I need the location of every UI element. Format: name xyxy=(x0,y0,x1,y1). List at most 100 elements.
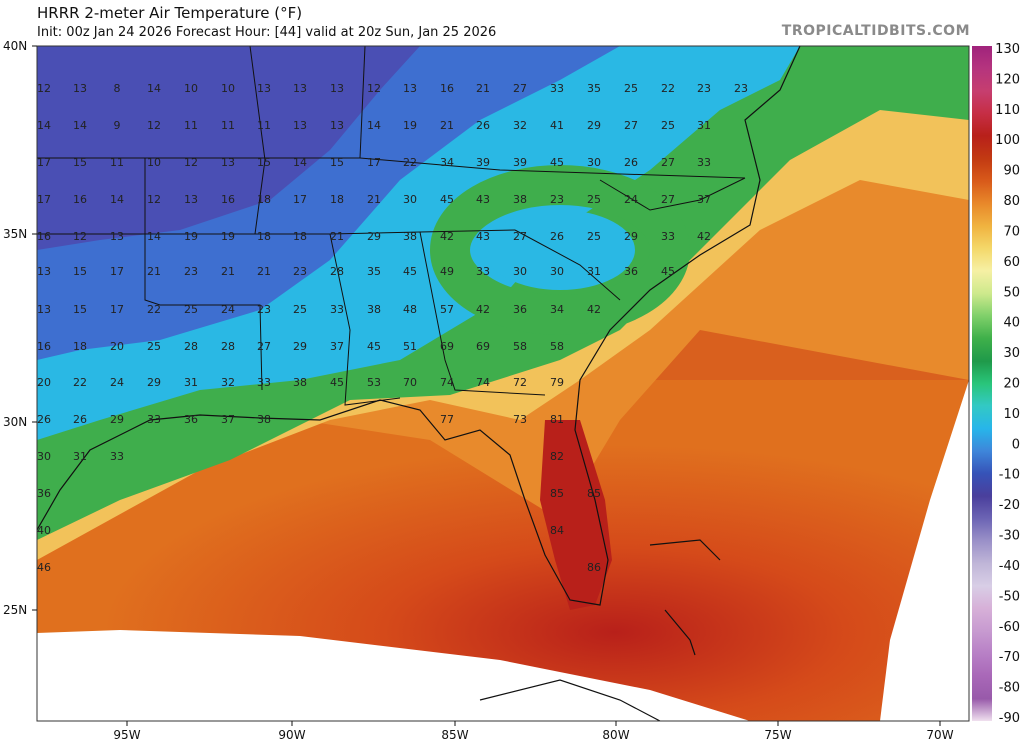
colorbar-tick-label: 110 xyxy=(995,103,1020,118)
station-temperature-label: 81 xyxy=(550,413,564,426)
station-temperature-label: 13 xyxy=(330,82,344,95)
station-temperature-label: 15 xyxy=(73,156,87,169)
station-temperature-label: 13 xyxy=(110,230,124,243)
station-temperature-label: 38 xyxy=(403,230,417,243)
longitude-labels: 95W 90W 85W 80W 75W 70W xyxy=(113,721,954,742)
station-temperature-label: 27 xyxy=(624,119,638,132)
station-temperature-label: 26 xyxy=(550,230,564,243)
station-temperature-label: 27 xyxy=(257,340,271,353)
station-temperature-label: 23 xyxy=(184,265,198,278)
colorbar-tick-label: -20 xyxy=(999,498,1020,513)
station-temperature-label: 14 xyxy=(147,230,161,243)
station-temperature-label: 27 xyxy=(513,82,527,95)
station-temperature-label: 19 xyxy=(184,230,198,243)
station-temperature-label: 29 xyxy=(110,413,124,426)
station-temperature-label: 33 xyxy=(330,303,344,316)
station-temperature-label: 26 xyxy=(73,413,87,426)
station-temperature-label: 84 xyxy=(550,524,564,537)
station-temperature-label: 13 xyxy=(403,82,417,95)
station-temperature-label: 21 xyxy=(221,265,235,278)
station-temperature-label: 24 xyxy=(221,303,235,316)
colorbar-tick-label: 10 xyxy=(1003,407,1020,422)
station-temperature-label: 12 xyxy=(37,82,51,95)
station-temperature-label: 22 xyxy=(73,376,87,389)
station-temperature-label: 23 xyxy=(697,82,711,95)
station-temperature-label: 13 xyxy=(293,82,307,95)
station-temperature-label: 13 xyxy=(73,82,87,95)
colorbar-tick-label: 30 xyxy=(1003,346,1020,361)
station-temperature-label: 23 xyxy=(734,82,748,95)
station-temperature-label: 30 xyxy=(37,450,51,463)
station-temperature-label: 12 xyxy=(367,82,381,95)
station-temperature-label: 27 xyxy=(661,193,675,206)
station-temperature-label: 42 xyxy=(476,303,490,316)
station-temperature-label: 13 xyxy=(184,193,198,206)
colorbar-tick-label: 120 xyxy=(995,72,1020,87)
station-temperature-label: 49 xyxy=(440,265,454,278)
latitude-label: 30N xyxy=(3,415,27,429)
station-temperature-label: 29 xyxy=(367,230,381,243)
colorbar-tick-label: 130 xyxy=(995,42,1020,57)
station-temperature-label: 13 xyxy=(221,156,235,169)
station-temperature-label: 86 xyxy=(587,561,601,574)
station-temperature-label: 33 xyxy=(147,413,161,426)
station-temperature-label: 32 xyxy=(221,376,235,389)
station-temperature-label: 29 xyxy=(624,230,638,243)
station-temperature-label: 33 xyxy=(476,265,490,278)
colorbar-labels: 1301201101009080706050403020100-10-20-30… xyxy=(995,42,1020,726)
station-temperature-label: 28 xyxy=(184,340,198,353)
station-temperature-label: 15 xyxy=(73,303,87,316)
station-temperature-label: 39 xyxy=(476,156,490,169)
station-temperature-label: 73 xyxy=(513,413,527,426)
station-temperature-label: 27 xyxy=(513,230,527,243)
station-temperature-label: 13 xyxy=(37,303,51,316)
station-temperature-label: 16 xyxy=(37,230,51,243)
station-temperature-label: 14 xyxy=(147,82,161,95)
station-temperature-label: 23 xyxy=(293,265,307,278)
station-temperature-label: 12 xyxy=(147,193,161,206)
station-temperature-label: 12 xyxy=(184,156,198,169)
station-temperature-label: 8 xyxy=(114,82,121,95)
station-temperature-label: 85 xyxy=(587,487,601,500)
station-temperature-label: 16 xyxy=(73,193,87,206)
colorbar-tick-label: -60 xyxy=(999,620,1020,635)
station-temperature-label: 14 xyxy=(37,119,51,132)
station-temperature-label: 30 xyxy=(513,265,527,278)
station-temperature-label: 42 xyxy=(587,303,601,316)
station-temperature-label: 33 xyxy=(697,156,711,169)
station-temperature-label: 27 xyxy=(661,156,675,169)
station-temperature-label: 69 xyxy=(476,340,490,353)
station-temperature-label: 14 xyxy=(110,193,124,206)
station-temperature-label: 82 xyxy=(550,450,564,463)
station-temperature-label: 13 xyxy=(257,82,271,95)
colorbar xyxy=(972,46,992,721)
latitude-labels: 40N 35N 30N 25N xyxy=(3,39,37,617)
station-temperature-label: 74 xyxy=(440,376,454,389)
station-temperature-label: 10 xyxy=(221,82,235,95)
station-temperature-label: 48 xyxy=(403,303,417,316)
station-temperature-label: 38 xyxy=(293,376,307,389)
station-temperature-label: 11 xyxy=(184,119,198,132)
station-temperature-label: 45 xyxy=(661,265,675,278)
station-temperature-label: 58 xyxy=(513,340,527,353)
station-temperature-label: 85 xyxy=(550,487,564,500)
station-temperature-label: 19 xyxy=(221,230,235,243)
station-temperature-label: 36 xyxy=(37,487,51,500)
station-temperature-label: 33 xyxy=(257,376,271,389)
station-temperature-label: 30 xyxy=(587,156,601,169)
station-temperature-label: 25 xyxy=(184,303,198,316)
station-temperature-label: 45 xyxy=(550,156,564,169)
colorbar-tick-label: 60 xyxy=(1003,255,1020,270)
station-temperature-label: 18 xyxy=(73,340,87,353)
station-temperature-label: 79 xyxy=(550,376,564,389)
station-temperature-label: 45 xyxy=(367,340,381,353)
colorbar-tick-label: -90 xyxy=(999,711,1020,726)
station-temperature-label: 10 xyxy=(147,156,161,169)
station-temperature-label: 33 xyxy=(661,230,675,243)
station-temperature-label: 77 xyxy=(440,413,454,426)
map-frame xyxy=(36,45,970,722)
station-temperature-label: 34 xyxy=(550,303,564,316)
station-temperature-label: 28 xyxy=(330,265,344,278)
station-temperature-label: 10 xyxy=(184,82,198,95)
